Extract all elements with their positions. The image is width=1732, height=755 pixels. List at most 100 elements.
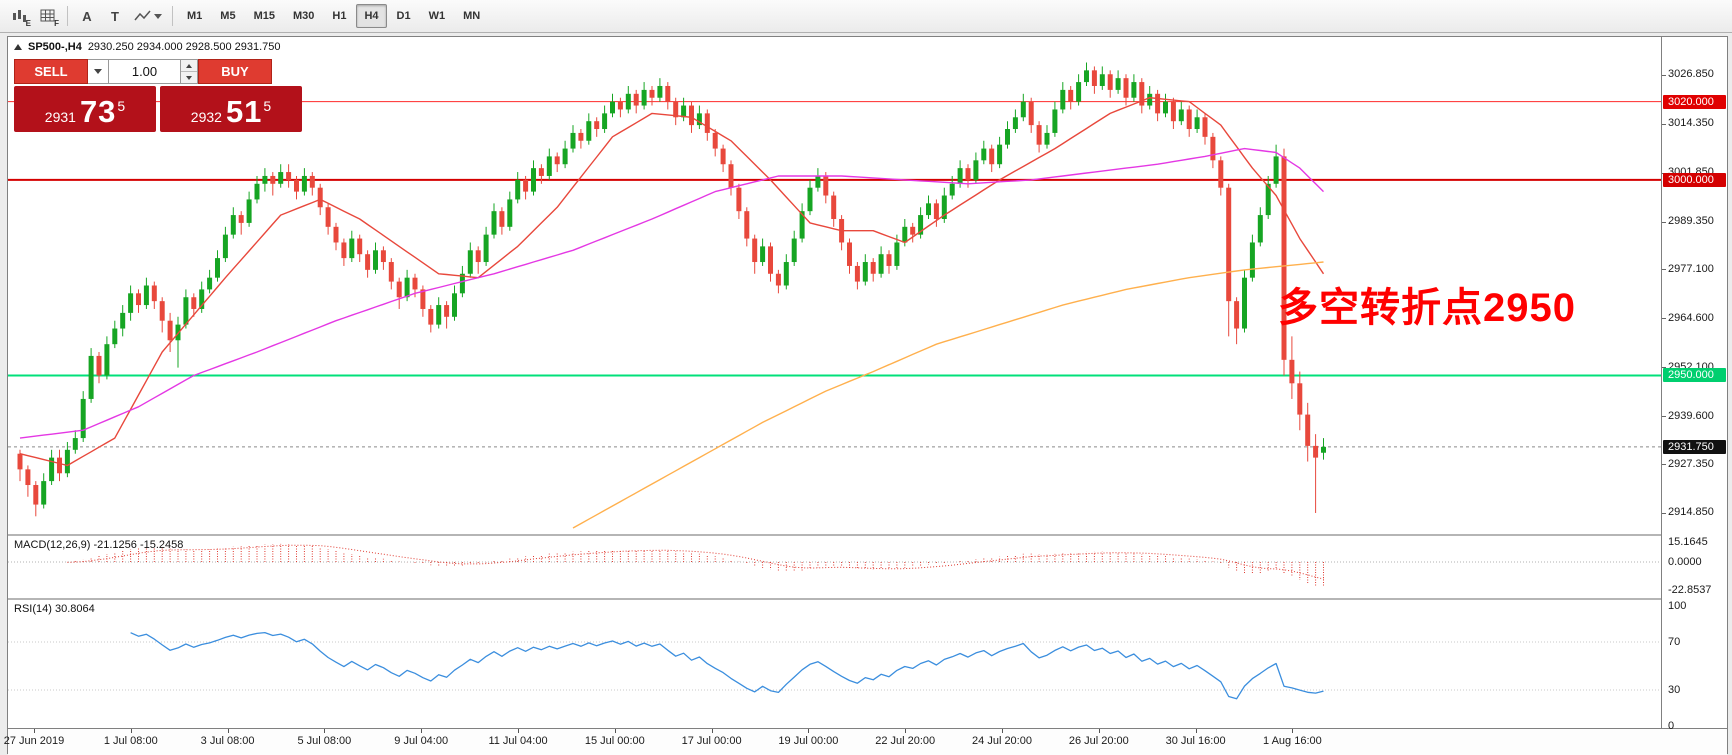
time-axis-tick bbox=[808, 729, 810, 733]
time-axis-label: 5 Jul 08:00 bbox=[297, 735, 352, 747]
time-axis-label: 24 Jul 20:00 bbox=[972, 735, 1032, 747]
time-axis-tick bbox=[421, 729, 423, 733]
price-axis-label: 2989.350 bbox=[1668, 215, 1714, 228]
timeframe-mn[interactable]: MN bbox=[463, 10, 481, 22]
time-axis-tick bbox=[518, 729, 519, 733]
timeframe-m1[interactable]: M1 bbox=[187, 10, 203, 22]
time-axis-tick bbox=[1098, 729, 1100, 733]
buy-price-sup: 5 bbox=[263, 98, 272, 114]
price-axis-label: 2927.350 bbox=[1668, 457, 1714, 470]
symbol-label: SP500-,H4 bbox=[28, 41, 82, 53]
chart-workspace: SP500-,H4 2930.250 2934.000 2928.500 293… bbox=[0, 33, 1732, 755]
price-chart-panel[interactable]: SP500-,H4 2930.250 2934.000 2928.500 293… bbox=[8, 37, 1661, 534]
price-chart-canvas[interactable] bbox=[8, 37, 1661, 534]
timeframe-h4[interactable]: H4 bbox=[356, 4, 387, 28]
text-tool-button[interactable]: T bbox=[111, 8, 119, 24]
volume-decrease-button[interactable] bbox=[181, 72, 197, 83]
timeframe-m15[interactable]: M15 bbox=[253, 10, 275, 22]
chart-mode-icon[interactable]: E bbox=[7, 3, 33, 29]
ma-mid-magenta bbox=[19, 147, 1324, 439]
volume-dropdown-button[interactable] bbox=[88, 59, 109, 84]
price-axis[interactable]: 3026.8503014.3503001.8502989.3502977.100… bbox=[1661, 37, 1727, 732]
time-axis-tick bbox=[711, 729, 713, 733]
ma-fast-red bbox=[19, 97, 1325, 467]
rsi-panel[interactable]: RSI(14) 30.8064 bbox=[8, 600, 1661, 728]
toolbar-separator bbox=[172, 6, 173, 26]
indicator-tool-button[interactable] bbox=[130, 3, 166, 29]
price-axis-tick bbox=[1662, 416, 1666, 418]
time-axis-label: 27 Jun 2019 bbox=[3, 735, 65, 747]
volume-stepper bbox=[181, 59, 198, 84]
time-axis-tick bbox=[905, 729, 907, 733]
time-axis-label: 26 Jul 20:00 bbox=[1068, 735, 1129, 747]
macd-axis-label: -22.8537 bbox=[1668, 584, 1712, 597]
buy-quote-box[interactable]: 2932 51 5 bbox=[160, 86, 302, 132]
time-axis-tick bbox=[227, 729, 229, 733]
panel-separator[interactable] bbox=[8, 598, 1727, 600]
macd-panel[interactable]: MACD(12,26,9) -21.1256 -15.2458 bbox=[8, 536, 1661, 598]
time-axis-label: 17 Jul 00:00 bbox=[681, 735, 742, 747]
sell-price-big: 73 bbox=[79, 94, 117, 129]
chart-mode-sub-label: E bbox=[25, 19, 31, 28]
toolbar-separator bbox=[67, 6, 68, 26]
time-axis-label: 22 Jul 20:00 bbox=[875, 735, 936, 747]
volume-increase-button[interactable] bbox=[181, 60, 197, 72]
rsi-axis-label: 0 bbox=[1668, 719, 1675, 732]
time-axis-label: 3 Jul 08:00 bbox=[200, 735, 255, 747]
chevron-down-icon bbox=[154, 14, 162, 19]
data-grid-sub-label: F bbox=[54, 19, 59, 28]
time-axis-tick bbox=[614, 729, 616, 733]
rsi-canvas[interactable] bbox=[8, 600, 1661, 728]
time-axis[interactable]: 27 Jun 2019 1 Jul 08:00 3 Jul 08:00 5 Jul 0… bbox=[4, 728, 1727, 755]
volume-input[interactable] bbox=[109, 59, 181, 84]
rsi-axis-label: 30 bbox=[1668, 683, 1681, 696]
timeframe-h1[interactable]: H1 bbox=[332, 10, 347, 22]
price-axis-label: 2977.100 bbox=[1668, 262, 1714, 275]
sell-price-prefix: 2931 bbox=[44, 109, 76, 125]
ma-slow-orange bbox=[572, 261, 1324, 529]
bar-direction-icon bbox=[14, 44, 22, 50]
chevron-down-icon bbox=[94, 69, 102, 74]
one-click-trading-panel: SELL BUY 2931 7 bbox=[14, 59, 302, 132]
panel-separator[interactable] bbox=[8, 534, 1727, 536]
price-axis-tick bbox=[1662, 512, 1666, 514]
macd-axis-label: 15.1645 bbox=[1668, 536, 1708, 549]
timeframe-m30[interactable]: M30 bbox=[292, 10, 315, 22]
timeframe-group: M1 M5 M15 M30 H1 H4 D1 W1 MN bbox=[178, 4, 489, 28]
macd-axis-label: 0.0000 bbox=[1668, 555, 1702, 568]
chart-frame: SP500-,H4 2930.250 2934.000 2928.500 293… bbox=[4, 36, 1728, 755]
price-axis-tick bbox=[1662, 123, 1666, 125]
price-axis-label: 3026.850 bbox=[1668, 68, 1714, 81]
grid-icon bbox=[40, 9, 55, 22]
time-axis-label: 15 Jul 00:00 bbox=[584, 735, 645, 747]
timeframe-d1[interactable]: D1 bbox=[396, 10, 411, 22]
time-axis-tick bbox=[324, 729, 326, 733]
time-axis-label: 9 Jul 04:00 bbox=[394, 735, 449, 747]
price-axis-label: 3014.350 bbox=[1668, 117, 1714, 130]
sell-button[interactable]: SELL bbox=[14, 59, 88, 84]
price-axis-label: 2964.600 bbox=[1668, 311, 1714, 324]
level-price-badge: 2950.000 bbox=[1663, 368, 1726, 383]
sell-price-sup: 5 bbox=[117, 98, 126, 114]
sell-quote-box[interactable]: 2931 73 5 bbox=[14, 86, 156, 132]
time-axis-label: 1 Jul 08:00 bbox=[103, 735, 158, 747]
symbol-ohlc-readout: SP500-,H4 2930.250 2934.000 2928.500 293… bbox=[14, 41, 281, 53]
annotation-a-button[interactable]: A bbox=[82, 8, 92, 24]
current-price-badge: 2931.750 bbox=[1663, 439, 1726, 454]
ohlc-values: 2930.250 2934.000 2928.500 2931.750 bbox=[87, 41, 281, 53]
price-axis-tick bbox=[1662, 318, 1666, 320]
price-axis-label: 2939.600 bbox=[1668, 409, 1714, 422]
time-axis-label: 30 Jul 16:00 bbox=[1165, 735, 1226, 747]
price-axis-tick bbox=[1662, 221, 1666, 223]
timeframe-m5[interactable]: M5 bbox=[220, 10, 236, 22]
data-grid-icon[interactable]: F bbox=[35, 3, 61, 29]
time-axis-tick bbox=[1195, 729, 1197, 733]
price-axis-tick bbox=[1662, 464, 1666, 466]
timeframe-w1[interactable]: W1 bbox=[428, 10, 446, 22]
macd-canvas[interactable] bbox=[8, 536, 1661, 598]
time-axis-label: 11 Jul 04:00 bbox=[488, 735, 548, 747]
triangle-up-icon bbox=[186, 63, 192, 68]
toolbar: E F A T M1 M5 M15 M30 H1 H4 D1 W1 MN bbox=[0, 0, 1732, 33]
buy-button[interactable]: BUY bbox=[198, 59, 272, 84]
